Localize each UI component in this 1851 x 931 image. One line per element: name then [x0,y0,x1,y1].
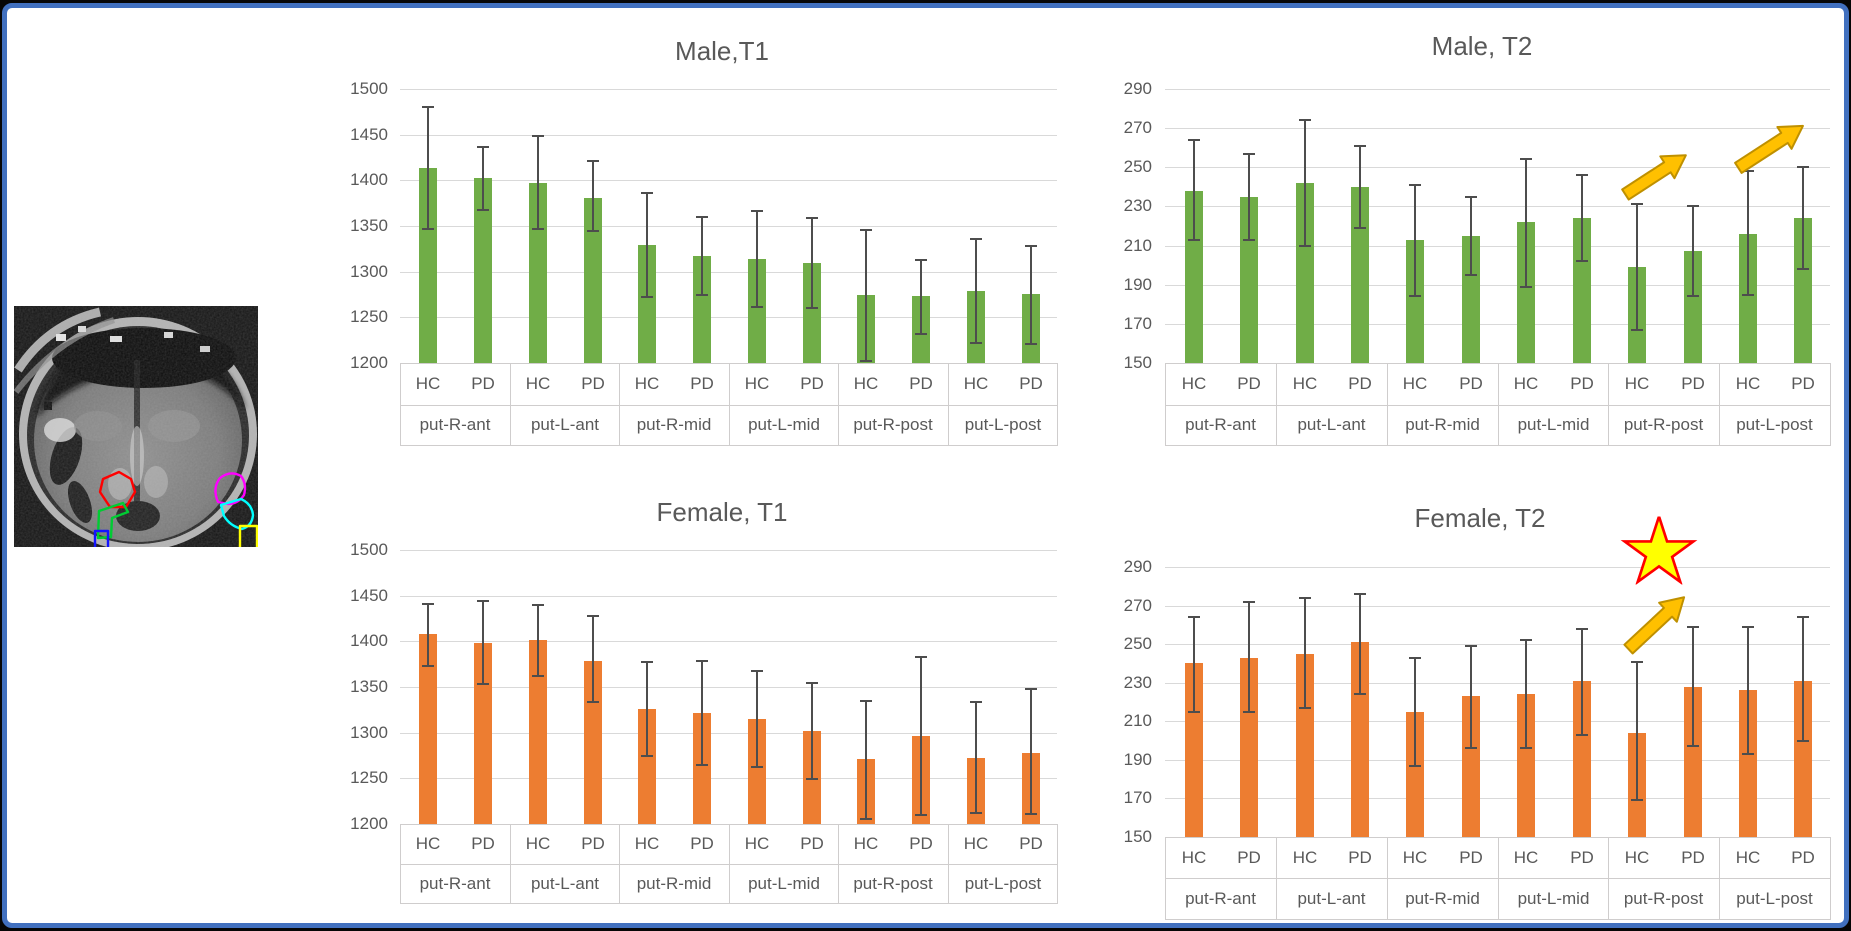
roi-put-right-red [98,470,137,509]
roi-put-right-green [96,501,130,540]
brain-mri-graphic [13,306,259,555]
chart-title-female-t2: Female, T2 [1414,503,1546,533]
roi-put-left-cyan [219,497,255,531]
slide-border [2,3,1849,928]
chart-title-female-t1: Female, T1 [656,497,788,527]
chart-title-male-t2: Male, T2 [1431,31,1533,61]
chart-title-male-t1: Male,T1 [675,36,769,66]
brain-mri-image [13,306,259,555]
